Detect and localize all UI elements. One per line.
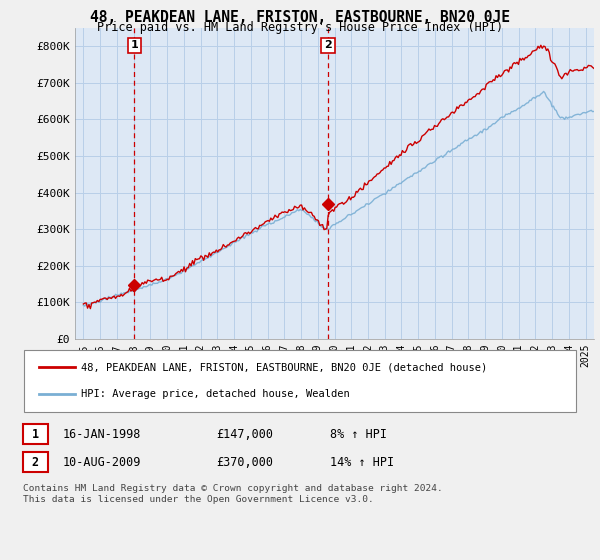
Text: 48, PEAKDEAN LANE, FRISTON, EASTBOURNE, BN20 0JE (detached house): 48, PEAKDEAN LANE, FRISTON, EASTBOURNE, … [81,362,487,372]
Text: 14% ↑ HPI: 14% ↑ HPI [330,455,394,469]
Text: 2: 2 [32,455,39,469]
Text: £370,000: £370,000 [216,455,273,469]
Text: 2: 2 [324,40,332,50]
Text: 1: 1 [32,427,39,441]
Text: 48, PEAKDEAN LANE, FRISTON, EASTBOURNE, BN20 0JE: 48, PEAKDEAN LANE, FRISTON, EASTBOURNE, … [90,10,510,25]
Text: £147,000: £147,000 [216,427,273,441]
Text: Contains HM Land Registry data © Crown copyright and database right 2024.
This d: Contains HM Land Registry data © Crown c… [23,484,443,504]
Text: 8% ↑ HPI: 8% ↑ HPI [330,427,387,441]
Text: 16-JAN-1998: 16-JAN-1998 [63,427,142,441]
Text: 10-AUG-2009: 10-AUG-2009 [63,455,142,469]
Text: HPI: Average price, detached house, Wealden: HPI: Average price, detached house, Weal… [81,389,350,399]
Text: 1: 1 [130,40,138,50]
Text: Price paid vs. HM Land Registry's House Price Index (HPI): Price paid vs. HM Land Registry's House … [97,21,503,34]
